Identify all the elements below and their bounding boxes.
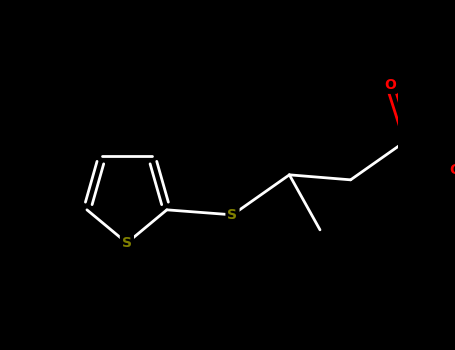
Text: O: O [384,78,396,92]
Text: O: O [450,163,455,177]
Text: S: S [122,236,132,250]
Text: S: S [228,208,238,222]
